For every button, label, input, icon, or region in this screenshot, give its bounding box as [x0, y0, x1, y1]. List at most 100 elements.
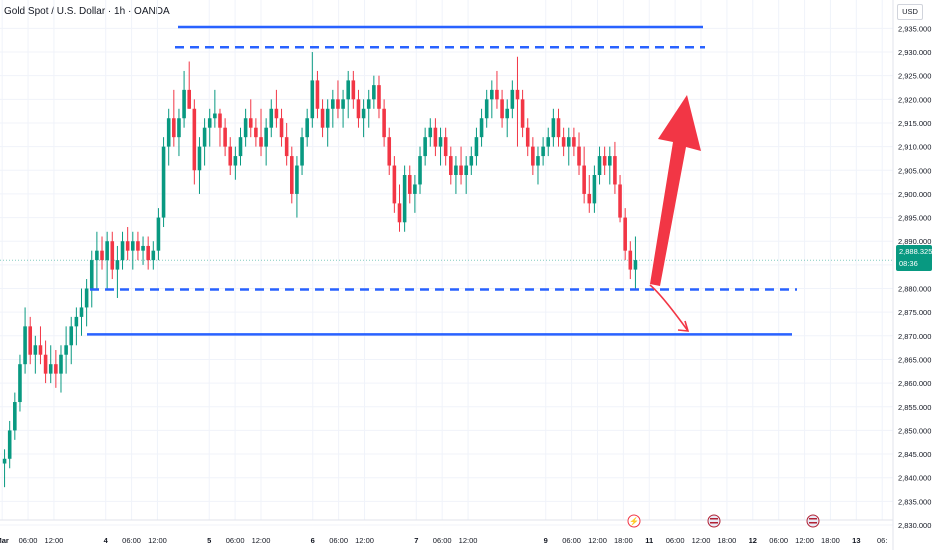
candle-body: [546, 137, 551, 147]
x-tick-label: 12:00: [45, 536, 64, 545]
candle-body: [474, 137, 479, 157]
candle-body: [454, 165, 458, 175]
y-tick-label: 2,880.000: [898, 285, 931, 294]
y-tick-label: 2,915.000: [898, 119, 931, 128]
y-tick-label: 2,870.000: [898, 332, 931, 341]
lightning-icon: ⚡: [629, 516, 639, 526]
arrows: [649, 95, 701, 332]
x-tick-label: 18:00: [614, 536, 633, 545]
y-tick-label: 2,900.000: [898, 190, 931, 199]
x-tick-label: 06:00: [769, 536, 788, 545]
candle-body: [125, 241, 130, 251]
candle-body: [479, 118, 484, 138]
last-price-tag: 2,888.325 08:36: [896, 245, 932, 271]
y-tick-label: 2,895.000: [898, 214, 931, 223]
candle-body: [566, 137, 571, 147]
candle-body: [372, 85, 376, 100]
y-tick-label: 2,845.000: [898, 450, 931, 459]
candle-body: [233, 156, 238, 166]
time-axis: Mar06:0012:00406:0012:00506:0012:00606:0…: [0, 514, 893, 545]
candle-body: [418, 156, 422, 185]
y-tick-label: 2,860.000: [898, 379, 931, 388]
candle-body: [597, 156, 602, 175]
candle-body: [607, 156, 612, 166]
us-flag-icon: [707, 514, 721, 528]
candle-body: [392, 165, 397, 204]
candle-body: [510, 89, 515, 109]
candle-body: [582, 165, 586, 194]
candle-body: [243, 118, 248, 138]
us-flag-icon: [710, 522, 718, 524]
lightning-icon: [627, 514, 641, 528]
candle-body: [438, 137, 443, 147]
candle-body: [136, 241, 140, 251]
candle-body: [602, 156, 607, 166]
x-tick-label: 7: [414, 536, 418, 545]
candle-body: [300, 137, 304, 166]
candle-body: [336, 99, 340, 109]
us-flag-icon: [710, 518, 718, 520]
candle-body: [89, 260, 94, 289]
candle-body: [397, 203, 402, 223]
candle-body: [495, 89, 499, 100]
price-axis: 2,830.000 2,835.000 2,840.000 2,845.000 2,85…: [892, 0, 931, 550]
x-tick-label: 06:00: [19, 536, 38, 545]
candle-body: [484, 99, 489, 119]
candle-body: [28, 326, 33, 355]
candle-body: [146, 245, 150, 261]
candle-body: [541, 146, 545, 157]
candle-body: [18, 364, 22, 403]
candle-body: [525, 127, 530, 147]
candle-body: [515, 89, 520, 100]
candle-body: [238, 137, 243, 157]
candle-body: [130, 241, 135, 251]
candle-body: [305, 118, 309, 138]
candle-body: [448, 156, 453, 175]
x-tick-label: 12:00: [588, 536, 607, 545]
candle-body: [387, 137, 392, 166]
candle-body: [279, 118, 284, 138]
candle-body: [274, 108, 279, 119]
candle-body: [259, 137, 263, 147]
candle-body: [623, 217, 627, 251]
candle-body: [413, 184, 417, 194]
y-tick-label: 2,920.000: [898, 95, 931, 104]
y-tick-label: 2,865.000: [898, 355, 931, 364]
candle-body: [197, 146, 202, 171]
candle-body: [7, 430, 12, 459]
y-tick-label: 2,925.000: [898, 72, 931, 81]
candle-body: [592, 175, 597, 204]
candle-body: [84, 288, 89, 308]
x-tick-label: 06:: [877, 536, 887, 545]
candle-body: [315, 80, 320, 109]
candle-body: [577, 146, 581, 166]
x-tick-label: Mar: [0, 536, 9, 545]
candle-body: [182, 89, 186, 119]
candle-body: [331, 99, 335, 109]
candle-body: [43, 354, 48, 374]
levels: [87, 25, 797, 336]
candle-body: [254, 127, 258, 138]
candle-body: [48, 364, 53, 374]
candle-body: [341, 99, 345, 109]
y-tick-label: 2,840.000: [898, 474, 931, 483]
candle-body: [572, 137, 576, 147]
currency-button[interactable]: USD: [897, 4, 923, 20]
candle-body: [161, 146, 166, 218]
x-tick-label: 06:00: [329, 536, 348, 545]
y-tick-label: 2,830.000: [898, 521, 931, 530]
candle-body: [428, 127, 433, 138]
x-tick-label: 06:00: [666, 536, 685, 545]
candle-body: [54, 364, 58, 374]
y-tick-label: 2,910.000: [898, 143, 931, 152]
x-tick-label: 06:00: [122, 536, 141, 545]
x-tick-label: 9: [544, 536, 548, 545]
x-tick-label: 18:00: [821, 536, 840, 545]
y-tick-label: 2,835.000: [898, 497, 931, 506]
candle-body: [79, 307, 84, 317]
up-arrow: [650, 95, 701, 286]
candle-body: [23, 326, 27, 365]
candle-body: [151, 250, 156, 261]
candle-body: [295, 165, 299, 194]
